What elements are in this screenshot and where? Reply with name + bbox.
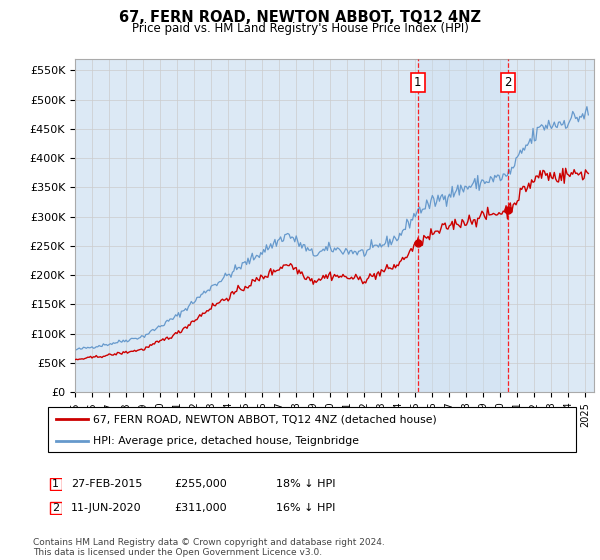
FancyBboxPatch shape (50, 502, 62, 514)
Text: HPI: Average price, detached house, Teignbridge: HPI: Average price, detached house, Teig… (93, 436, 359, 446)
Text: 67, FERN ROAD, NEWTON ABBOT, TQ12 4NZ (detached house): 67, FERN ROAD, NEWTON ABBOT, TQ12 4NZ (d… (93, 414, 437, 424)
Text: £311,000: £311,000 (174, 503, 227, 513)
Text: 27-FEB-2015: 27-FEB-2015 (71, 479, 142, 489)
Text: 11-JUN-2020: 11-JUN-2020 (71, 503, 142, 513)
Bar (418, 59, 508, 392)
Text: 1: 1 (414, 76, 422, 88)
Text: 67, FERN ROAD, NEWTON ABBOT, TQ12 4NZ: 67, FERN ROAD, NEWTON ABBOT, TQ12 4NZ (119, 10, 481, 25)
FancyBboxPatch shape (50, 478, 62, 491)
Text: 18% ↓ HPI: 18% ↓ HPI (276, 479, 335, 489)
Text: 16% ↓ HPI: 16% ↓ HPI (276, 503, 335, 513)
Text: Contains HM Land Registry data © Crown copyright and database right 2024.
This d: Contains HM Land Registry data © Crown c… (33, 538, 385, 557)
FancyBboxPatch shape (48, 407, 576, 452)
Text: Price paid vs. HM Land Registry's House Price Index (HPI): Price paid vs. HM Land Registry's House … (131, 22, 469, 35)
Text: £255,000: £255,000 (174, 479, 227, 489)
Text: 1: 1 (52, 479, 59, 489)
Text: 2: 2 (504, 76, 512, 88)
Text: 2: 2 (52, 503, 59, 513)
